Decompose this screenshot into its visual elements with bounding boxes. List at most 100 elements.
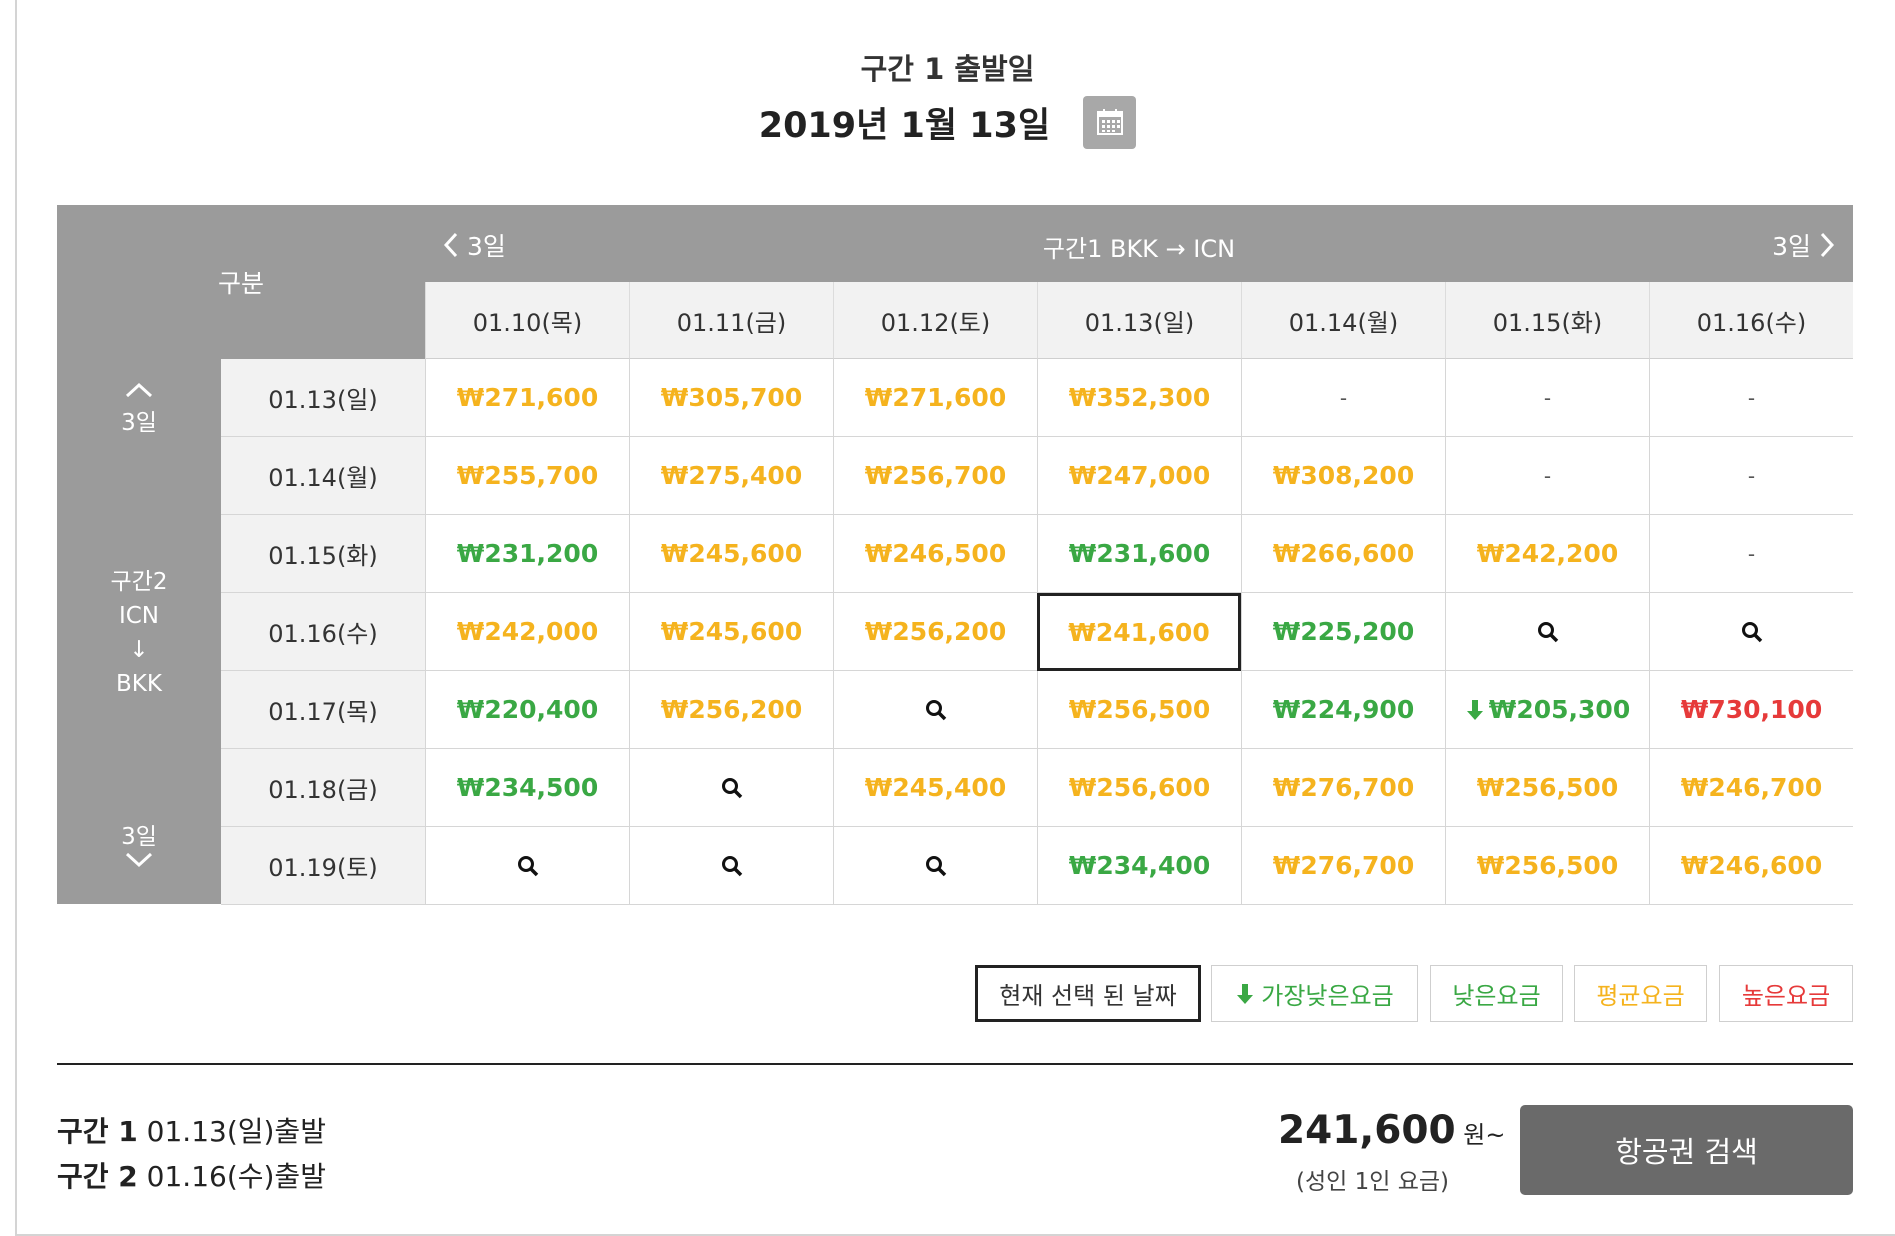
fare-cell[interactable]: ₩246,700 xyxy=(1649,749,1853,827)
legend-high-fare: 높은요금 xyxy=(1719,965,1853,1022)
arrow-down-icon xyxy=(1237,983,1254,1004)
fare-cell-unavailable: - xyxy=(1649,437,1853,515)
fare-cell-search[interactable] xyxy=(425,827,629,905)
divider xyxy=(57,1063,1853,1065)
fare-cell[interactable]: ₩276,700 xyxy=(1241,749,1445,827)
search-icon xyxy=(721,777,742,798)
fare-cell[interactable]: ₩276,700 xyxy=(1241,827,1445,905)
column-header-date: 01.16(수) xyxy=(1649,282,1853,359)
fare-cell-selected[interactable]: ₩241,600 xyxy=(1037,593,1241,671)
down-3days-button[interactable]: 3일 xyxy=(57,817,221,873)
fare-cell-search[interactable] xyxy=(1649,593,1853,671)
fare-cell-search[interactable] xyxy=(833,671,1037,749)
fare-cell[interactable]: ₩246,500 xyxy=(833,515,1037,593)
return-route-label: 구간2 ICN ↓ BKK xyxy=(57,565,221,701)
search-icon xyxy=(721,855,742,876)
fare-cell-unavailable: - xyxy=(1649,515,1853,593)
fare-cell[interactable]: ₩271,600 xyxy=(833,359,1037,437)
fare-cell[interactable]: ₩234,400 xyxy=(1037,827,1241,905)
fare-cell[interactable]: ₩256,200 xyxy=(833,593,1037,671)
up-label: 3일 xyxy=(121,410,157,436)
flight-search-button[interactable]: 항공권 검색 xyxy=(1520,1105,1853,1195)
fare-cell[interactable]: ₩256,500 xyxy=(1445,827,1649,905)
row-header-date: 01.17(목) xyxy=(221,671,425,749)
fare-cell-search[interactable] xyxy=(1445,593,1649,671)
fare-cell[interactable]: ₩308,200 xyxy=(1241,437,1445,515)
fare-cell[interactable]: ₩256,600 xyxy=(1037,749,1241,827)
chevron-down-icon xyxy=(125,852,153,868)
chevron-up-icon xyxy=(125,382,153,398)
fare-cell[interactable]: ₩234,500 xyxy=(425,749,629,827)
fare-cell[interactable]: ₩246,600 xyxy=(1649,827,1853,905)
segment-label: 구간 1 출발일 xyxy=(860,52,1035,86)
search-icon xyxy=(1741,621,1762,642)
fare-cell-search[interactable] xyxy=(833,827,1037,905)
return-side-panel: 3일 구간2 ICN ↓ BKK 3일 xyxy=(57,359,221,904)
fare-cell[interactable]: ₩245,600 xyxy=(629,515,833,593)
summary-seg2: 구간 2 01.16(수)출발 xyxy=(57,1155,326,1195)
fare-cell[interactable]: ₩245,400 xyxy=(833,749,1037,827)
row-header-date: 01.16(수) xyxy=(221,593,425,671)
fare-cell[interactable]: ₩247,000 xyxy=(1037,437,1241,515)
fare-cell[interactable]: ₩266,600 xyxy=(1241,515,1445,593)
fare-cell-search[interactable] xyxy=(629,749,833,827)
fare-cell[interactable]: ₩220,400 xyxy=(425,671,629,749)
fare-cell-lowest[interactable]: ₩205,300 xyxy=(1445,671,1649,749)
fare-cell[interactable]: ₩256,500 xyxy=(1445,749,1649,827)
summary-seg1: 구간 1 01.13(일)출발 xyxy=(57,1110,326,1150)
fare-cell[interactable]: ₩352,300 xyxy=(1037,359,1241,437)
fare-cell[interactable]: ₩256,200 xyxy=(629,671,833,749)
next-3days-button[interactable]: 3일 xyxy=(1772,227,1835,263)
fare-cell[interactable]: ₩730,100 xyxy=(1649,671,1853,749)
row-header-date: 01.13(일) xyxy=(221,359,425,437)
fare-cell-unavailable: - xyxy=(1445,359,1649,437)
column-header-date: 01.11(금) xyxy=(629,282,833,359)
fare-cell-unavailable: - xyxy=(1241,359,1445,437)
legend-lowest-fare: 가장낮은요금 xyxy=(1211,965,1418,1022)
column-header-date: 01.14(월) xyxy=(1241,282,1445,359)
prev-3days-button[interactable]: 3일 xyxy=(443,227,506,263)
page-frame xyxy=(15,0,1895,1236)
column-header-date: 01.13(일) xyxy=(1037,282,1241,359)
fare-cell[interactable]: ₩256,700 xyxy=(833,437,1037,515)
legend-selected-label: 현재 선택 된 날짜 xyxy=(999,982,1177,1010)
route-header: 3일 구간1 BKK → ICN 3일 xyxy=(425,205,1853,282)
calendar-icon xyxy=(1097,109,1124,135)
selected-date: 2019년 1월 13일 xyxy=(758,106,1051,146)
up-3days-button[interactable]: 3일 xyxy=(57,381,221,437)
fare-cell[interactable]: ₩245,600 xyxy=(629,593,833,671)
calendar-button[interactable] xyxy=(1083,96,1137,149)
search-icon xyxy=(925,855,946,876)
fare-cell[interactable]: ₩271,600 xyxy=(425,359,629,437)
search-icon xyxy=(925,699,946,720)
price-unit: 원~ xyxy=(1455,1121,1506,1149)
fare-cell-search[interactable] xyxy=(629,827,833,905)
row-header-date: 01.15(화) xyxy=(221,515,425,593)
arrow-down-icon xyxy=(1466,699,1483,720)
column-header-date: 01.12(토) xyxy=(833,282,1037,359)
fare-cell[interactable]: ₩242,200 xyxy=(1445,515,1649,593)
fare-cell[interactable]: ₩256,500 xyxy=(1037,671,1241,749)
fare-cell[interactable]: ₩242,000 xyxy=(425,593,629,671)
date-row: 2019년 1월 13일 xyxy=(0,96,1895,149)
fare-cell[interactable]: ₩275,400 xyxy=(629,437,833,515)
fare-cell[interactable]: ₩231,600 xyxy=(1037,515,1241,593)
legend-selected-date: 현재 선택 된 날짜 xyxy=(975,965,1201,1022)
fare-cell[interactable]: ₩224,900 xyxy=(1241,671,1445,749)
fare-cell[interactable]: ₩305,700 xyxy=(629,359,833,437)
fare-cell[interactable]: ₩255,700 xyxy=(425,437,629,515)
price-note: (성인 1인 요금) xyxy=(1296,1169,1450,1195)
legend-average-label: 평균요금 xyxy=(1596,982,1685,1010)
next-label: 3일 xyxy=(1772,232,1811,261)
fare-cell[interactable]: ₩231,200 xyxy=(425,515,629,593)
fare-grid: 구분 3일 구간1 BKK → ICN 3일 01.10(목) 01.11(금) 0… xyxy=(57,205,1853,905)
route-title: 구간1 BKK → ICN xyxy=(1042,235,1236,263)
row-header-date: 01.18(금) xyxy=(221,749,425,827)
fare-cell-unavailable: - xyxy=(1445,437,1649,515)
fare-cell[interactable]: ₩225,200 xyxy=(1241,593,1445,671)
down-label: 3일 xyxy=(121,824,157,850)
seg2-label: 구간 2 xyxy=(57,1160,138,1193)
legend-average-fare: 평균요금 xyxy=(1574,965,1707,1022)
prev-label: 3일 xyxy=(467,232,506,261)
route-seg2: 구간2 xyxy=(110,569,168,595)
